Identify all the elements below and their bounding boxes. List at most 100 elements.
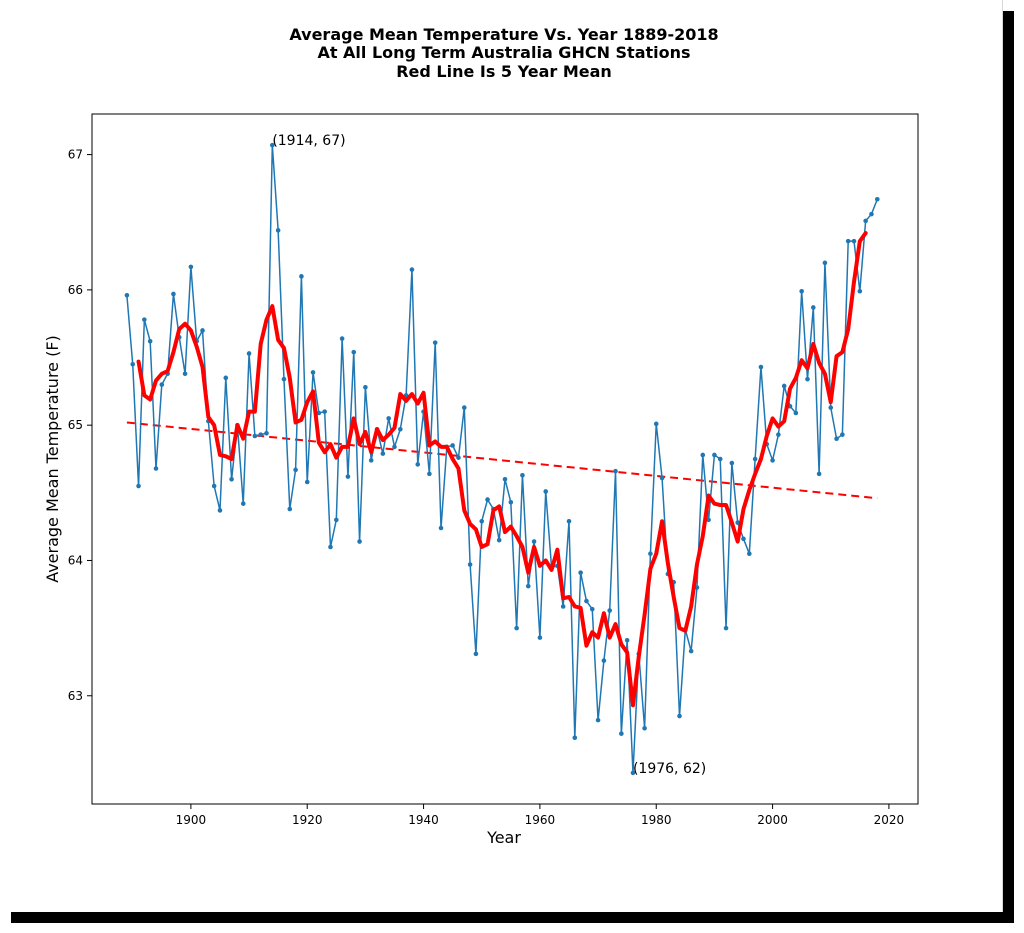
annual-point [572,735,578,741]
annual-point [432,340,438,345]
annual-point [869,211,874,217]
x-tick-label: 2020 [874,813,905,827]
annual-point [560,604,566,609]
annual-point [339,336,345,341]
annual-point [781,383,787,389]
y-tick-label: 64 [68,553,83,567]
annual-point [386,416,391,421]
annual-point [485,497,490,502]
annual-point [508,499,514,505]
annual-point [345,474,351,479]
annual-point [811,305,816,310]
annual-line [126,145,878,773]
annual-point [700,452,706,458]
annual-point [851,238,857,244]
annual-point [863,218,868,224]
annotation-label: (1976, 62) [633,761,706,777]
annual-point [578,570,583,575]
annual-point [520,472,525,478]
x-tick-label: 2000 [757,813,788,827]
title-line-3: Red Line Is 5 Year Mean [396,62,612,81]
annual-point [624,637,630,643]
y-axis: 63 64 65 66 67 [68,148,92,703]
annual-point [147,338,153,344]
annual-point [299,274,304,279]
annual-point [124,292,130,298]
annual-point [427,471,432,477]
annual-point [211,483,217,489]
x-axis: 1900 1920 1940 1960 1980 2000 2020 [176,804,905,827]
annual-point [328,544,333,550]
y-tick-label: 66 [68,283,83,297]
title-line-1: Average Mean Temperature Vs. Year 1889-2… [289,25,718,44]
annual-point [659,475,665,481]
annual-point [729,460,735,466]
annual-point [758,364,764,370]
annual-point [706,517,711,523]
annual-point [735,520,740,525]
annual-point [584,598,589,604]
title-line-2: At All Long Term Australia GHCN Stations [317,43,690,62]
annual-point [136,483,141,489]
annual-point [822,260,828,266]
annual-point [619,731,624,736]
annual-point [182,371,188,377]
annual-point [240,501,246,506]
annual-point [310,370,316,375]
annual-point [799,288,804,294]
five-year-mean-line [136,231,868,708]
annual-point [450,443,455,448]
annual-point [747,551,752,557]
annual-point [380,451,386,456]
x-tick-label: 1920 [292,813,323,827]
annual-point [496,537,502,543]
annual-point [153,466,159,471]
annual-point [525,583,531,589]
plot-area [91,113,919,805]
annual-point [246,351,252,356]
annual-point [270,142,275,148]
annual-point [857,288,863,294]
annual-point [648,551,653,557]
annual-point [834,436,839,442]
x-tick-label: 1980 [641,813,672,827]
y-tick-label: 67 [68,148,83,162]
annual-point [258,432,263,437]
annual-point [816,471,822,477]
annual-point [776,432,781,437]
annual-point [607,608,612,613]
annual-point [456,455,461,460]
x-tick-label: 1940 [408,813,439,827]
annual-point [531,539,537,544]
annual-point [566,518,572,524]
figure-frame: Average Mean Temperature Vs. Year 1889-2… [43,0,1003,912]
annual-point [642,725,647,731]
annual-point [357,539,362,544]
y-tick-label: 65 [68,418,83,432]
annual-point [229,476,234,482]
annual-point [677,713,682,719]
annual-point [461,405,467,410]
annual-point [188,264,194,270]
annual-point [287,506,293,512]
y-axis-label: Average Mean Temperature (F) [43,335,62,583]
annual-point [275,228,281,233]
annual-point [828,405,834,410]
annual-point [688,648,694,654]
annual-point [502,476,508,482]
annual-point [595,717,601,723]
annual-point [351,349,357,355]
annual-point [392,444,397,450]
annual-point [252,433,258,439]
annual-point [171,291,176,297]
chart: Average Mean Temperature Vs. Year 1889-2… [43,25,919,847]
annual-point [479,518,485,524]
annual-point [723,625,729,631]
annual-point [398,426,403,432]
annual-point [159,382,165,387]
annual-point [281,376,287,382]
annual-point [363,384,368,390]
annual-point [334,517,339,523]
annual-point [415,462,421,467]
annotations: (1914, 67) (1976, 62) [272,133,706,777]
